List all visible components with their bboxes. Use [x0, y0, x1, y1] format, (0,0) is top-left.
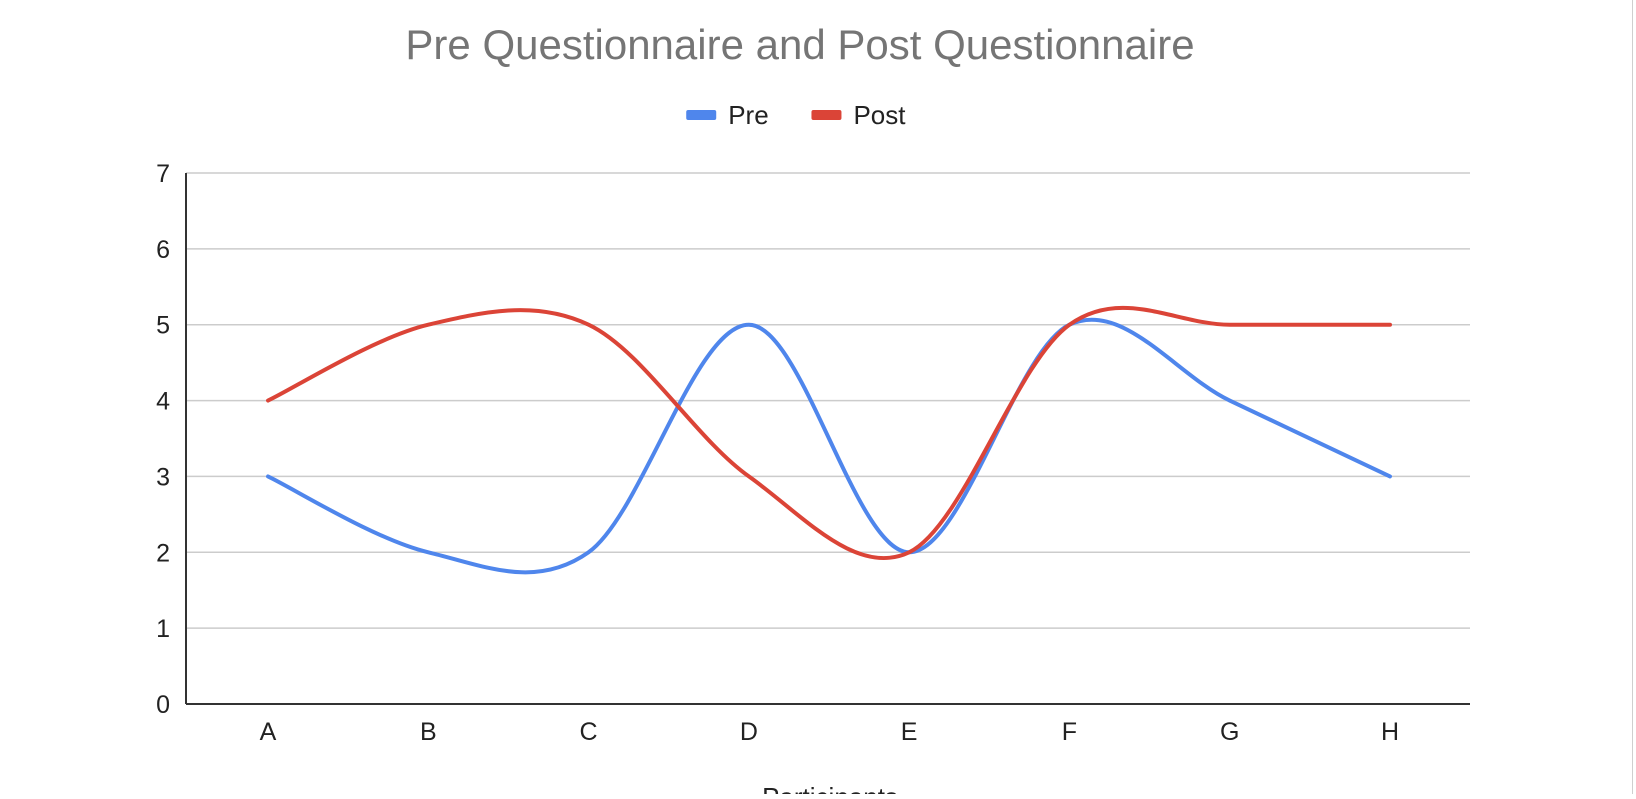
- y-tick-label: 0: [156, 691, 170, 719]
- series-line-pre: [266, 317, 1392, 575]
- x-tick-label: F: [1062, 718, 1077, 746]
- y-tick-label: 4: [156, 388, 170, 416]
- y-tick-label: 1: [156, 615, 170, 643]
- axes: [185, 173, 1470, 705]
- series-lines: [266, 305, 1392, 575]
- x-axis-title: Participants: [762, 782, 898, 794]
- legend-item[interactable]: Post: [811, 100, 906, 130]
- y-axis-labels: 0 1 2 3 4 5 6 7: [156, 160, 170, 719]
- legend-label: Post: [853, 100, 906, 130]
- series-line-post: [266, 305, 1392, 560]
- right-border: [1632, 0, 1633, 794]
- x-tick-label: A: [260, 718, 277, 746]
- x-tick-label: B: [420, 718, 437, 746]
- x-axis-labels: A B C D E F G H: [260, 718, 1399, 746]
- x-tick-label: H: [1381, 718, 1399, 746]
- legend-item[interactable]: Pre: [686, 100, 769, 130]
- chart-title: Pre Questionnaire and Post Questionnaire: [405, 21, 1194, 68]
- y-tick-label: 3: [156, 463, 170, 491]
- x-tick-label: D: [740, 718, 758, 746]
- x-tick-label: E: [901, 718, 918, 746]
- legend: Pre Post: [686, 100, 906, 130]
- y-tick-label: 7: [156, 160, 170, 188]
- grid-lines: [186, 172, 1470, 629]
- legend-swatch: [686, 110, 717, 120]
- x-tick-label: C: [580, 718, 598, 746]
- x-tick-label: G: [1220, 718, 1239, 746]
- y-tick-label: 2: [156, 539, 170, 567]
- y-tick-label: 6: [156, 236, 170, 264]
- legend-label: Pre: [728, 100, 768, 130]
- legend-swatch: [811, 110, 842, 120]
- y-tick-label: 5: [156, 312, 170, 340]
